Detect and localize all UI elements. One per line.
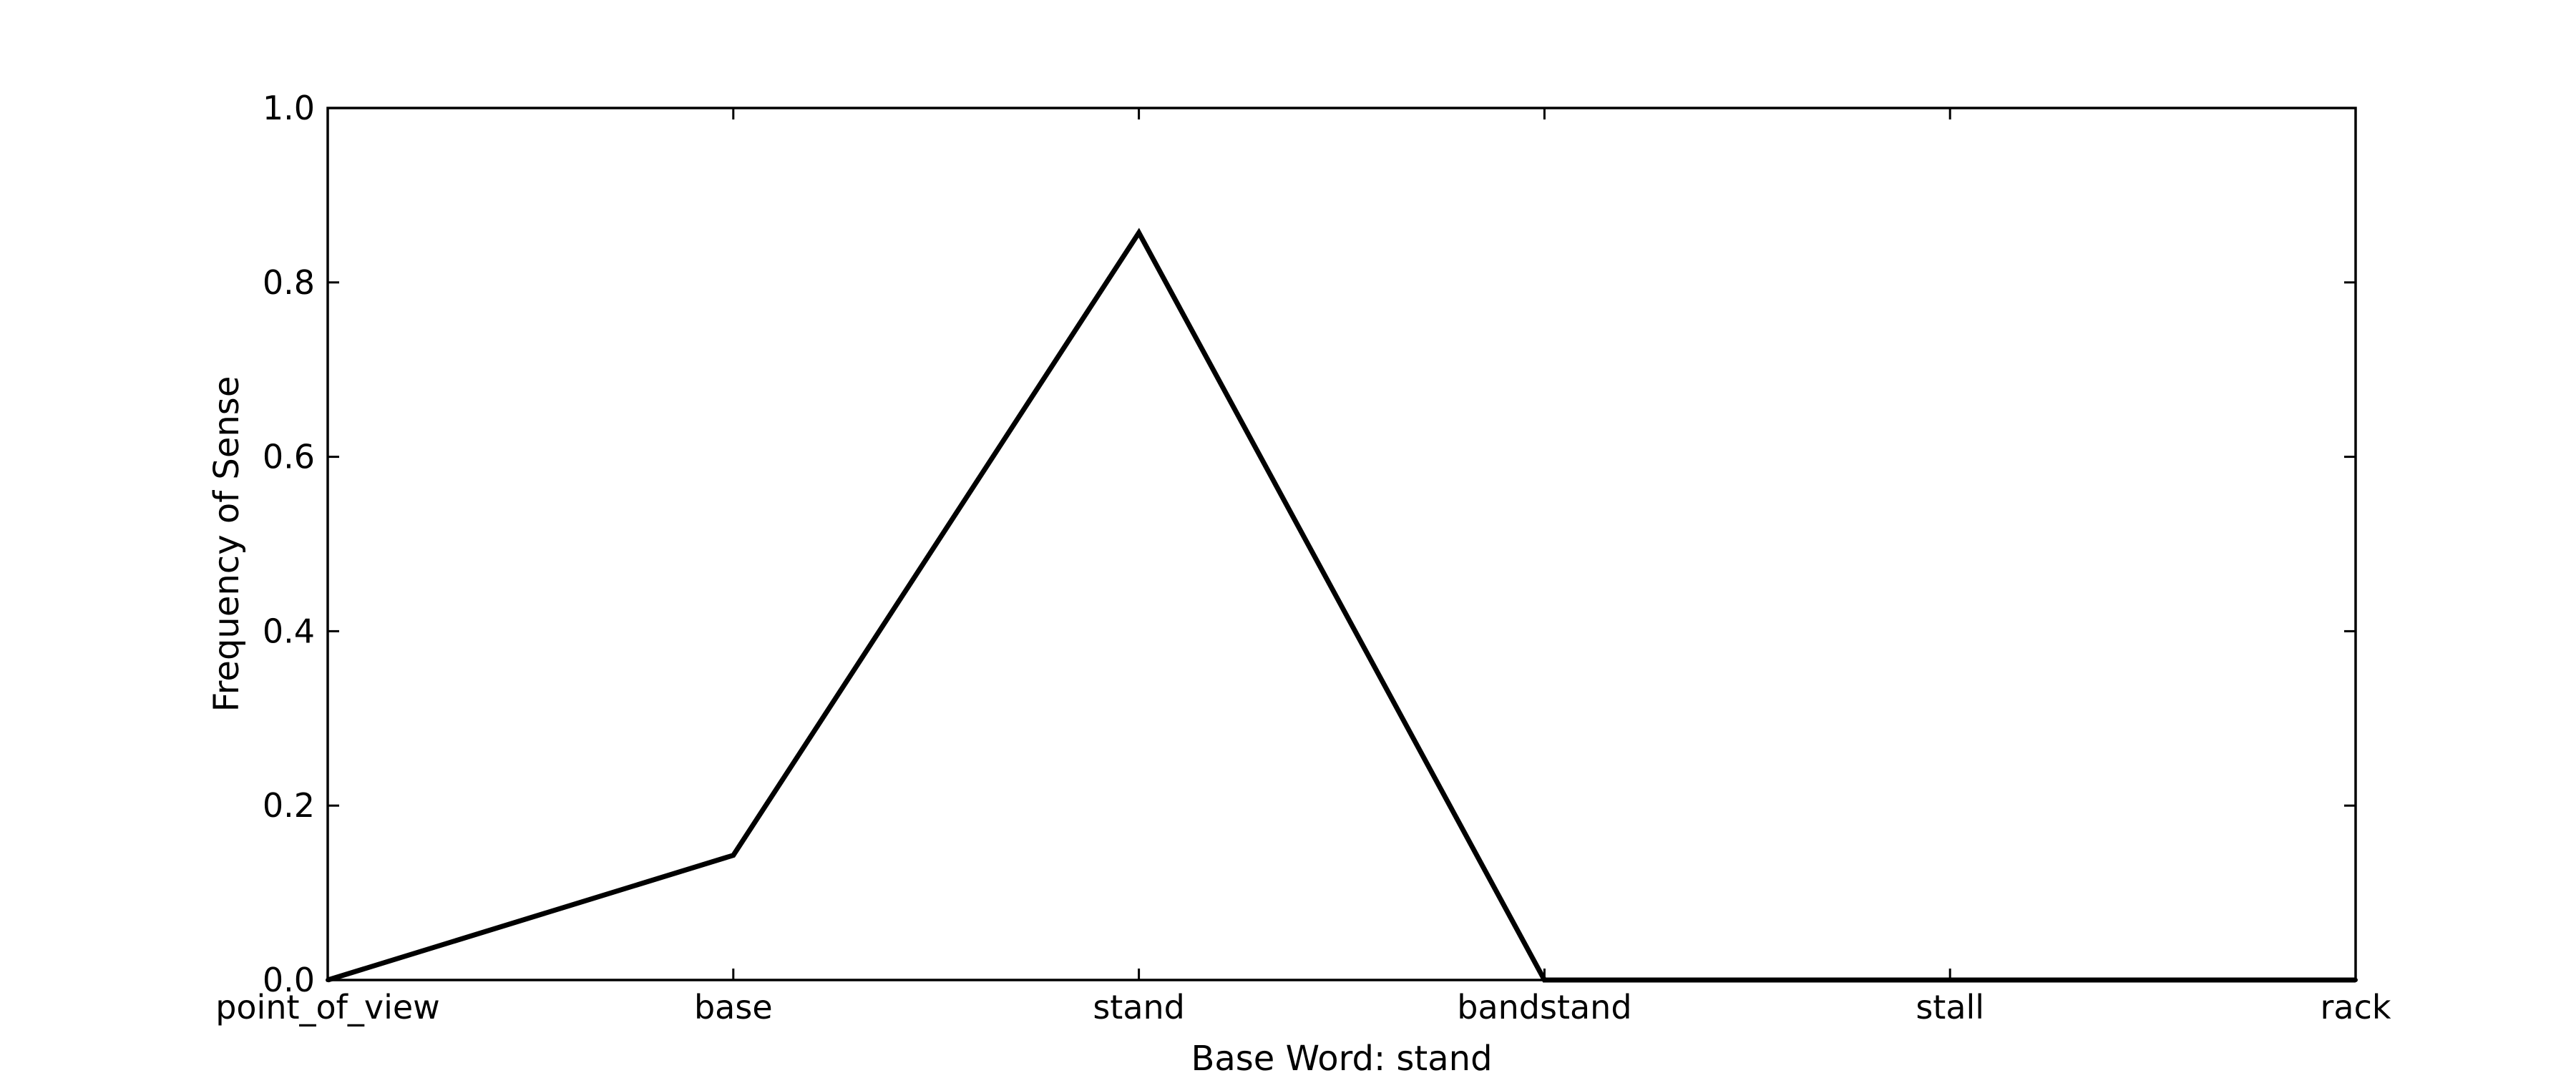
y-tick-labels: 0.0 0.2 0.4 0.6 0.8 1.0 (263, 89, 315, 999)
plot-area (328, 108, 2356, 980)
x-tick-label: bandstand (1457, 988, 1631, 1027)
y-tick-label: 0.0 (263, 961, 315, 999)
x-tick-label: base (694, 988, 773, 1027)
y-tick-label: 0.6 (263, 438, 315, 476)
x-tick-label: point_of_view (215, 988, 440, 1027)
data-point (731, 853, 736, 858)
x-tick-label: rack (2320, 988, 2391, 1027)
y-tick-label: 0.4 (263, 612, 315, 650)
x-axis-label: Base Word: stand (1191, 1039, 1492, 1073)
plot-frame (326, 107, 2357, 981)
y-tick-label: 1.0 (263, 89, 315, 127)
x-tick-label: stall (1916, 988, 1984, 1027)
x-tick-labels: point_of_view base stand bandstand stall rack (215, 988, 2391, 1027)
y-tick-label: 0.8 (263, 263, 315, 302)
y-axis-label: Frequency of Sense (207, 376, 247, 712)
y-tick-label: 0.2 (263, 786, 315, 825)
data-point (1136, 230, 1141, 235)
x-tick-label: stand (1093, 988, 1185, 1027)
